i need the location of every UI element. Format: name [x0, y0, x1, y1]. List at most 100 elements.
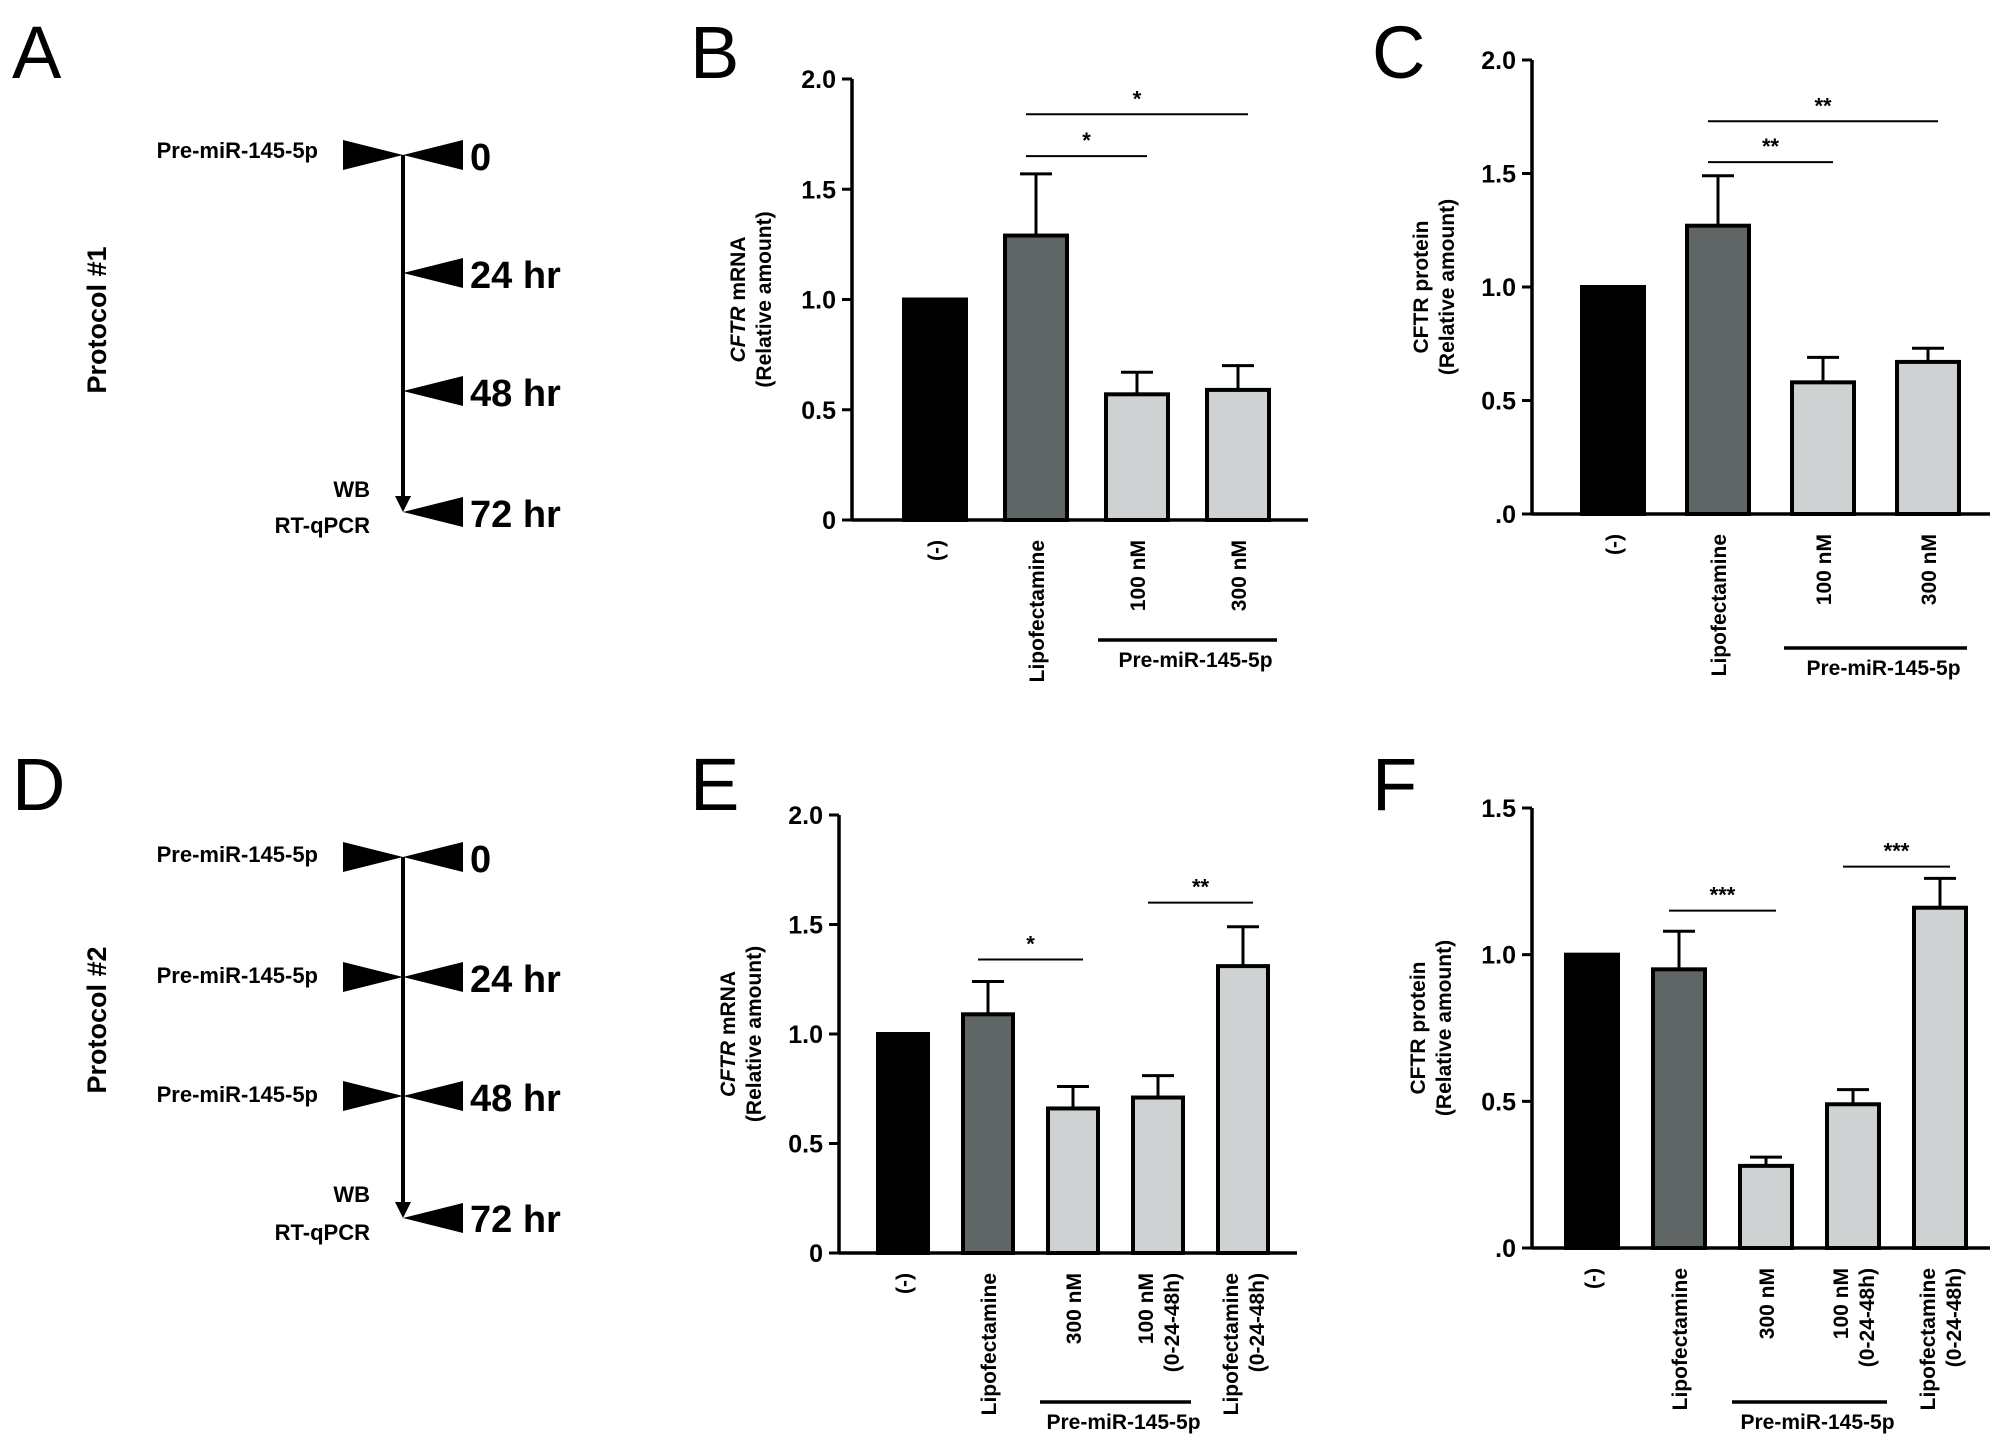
x-category-label: Lipofectamine: [1708, 534, 1731, 676]
bar: [876, 1032, 930, 1255]
x-category-label: Lipofectamine: [1917, 1268, 1940, 1410]
bar: [1895, 359, 1961, 516]
significance-label: *: [1026, 932, 1035, 957]
y-axis-label-units: (Relative amount): [753, 211, 776, 387]
time-marker-icon: [403, 376, 463, 406]
treatment-marker-icon: [343, 140, 403, 170]
x-category-label: (-): [1603, 534, 1626, 555]
timeline-time-label: 24 hr: [470, 255, 561, 297]
x-category-label: 100 nM: [1813, 534, 1836, 605]
x-category-label: 300 nM: [1228, 540, 1251, 611]
y-tick-label: 0: [822, 507, 836, 535]
y-tick-label: 1.0: [1481, 274, 1516, 302]
y-axis-label-measure: CFTR protein: [1407, 962, 1430, 1095]
bar: [1046, 1106, 1100, 1255]
bar: [1003, 233, 1069, 522]
y-tick-label: 1.5: [788, 912, 823, 940]
bar: [1205, 387, 1271, 522]
y-axis-label: CFTR protein: [1407, 962, 1430, 1095]
group-bracket-label: Pre-miR-145-5p: [1806, 657, 1960, 680]
y-tick-label: 1.0: [801, 287, 836, 315]
x-category-label: 300 nM: [1063, 1273, 1086, 1344]
y-tick-label: 0.5: [788, 1131, 823, 1159]
x-category-label: Lipofectamine: [1026, 540, 1049, 682]
group-bracket-label: Pre-miR-145-5p: [1046, 1411, 1200, 1434]
treatment-marker-icon: [343, 1081, 403, 1111]
timeline-time-label: 48 hr: [470, 373, 561, 415]
x-category-label: 300 nM: [1918, 534, 1941, 605]
chart-b: B 0 0.5 1.0 1.5 2.0 CFTR mRNA (Relative amount)…: [690, 11, 1308, 682]
bar: [1580, 285, 1646, 516]
panel-letter: C: [1372, 11, 1425, 94]
y-axis-label-units: (Relative amount): [1436, 199, 1459, 375]
timeline-event-label: Pre-miR-145-5p: [157, 963, 318, 988]
x-category-label: (0-24-48h): [1856, 1268, 1879, 1367]
significance-label: **: [1814, 93, 1832, 118]
significance-label: *: [1082, 128, 1091, 153]
significance-label: **: [1192, 875, 1210, 900]
bar: [961, 1012, 1015, 1255]
bar: [1825, 1102, 1881, 1251]
time-marker-icon: [403, 497, 463, 527]
x-category-label: (-): [925, 540, 948, 561]
endpoint-label-rtqpcr: RT-qPCR: [275, 513, 370, 538]
y-axis-label-units: (Relative amount): [743, 946, 766, 1122]
timeline-time-label: 72 hr: [470, 494, 561, 536]
endpoint-label-wb: WB: [333, 1182, 370, 1207]
y-tick-label: .0: [1495, 501, 1516, 529]
bar: [1738, 1163, 1794, 1251]
timeline-time-label: 0: [470, 137, 491, 179]
y-axis-label-measure: mRNA: [717, 971, 740, 1041]
y-tick-label: .0: [1495, 1235, 1516, 1263]
x-category-label: Lipofectamine: [1220, 1273, 1243, 1415]
y-tick-label: 0.5: [1481, 1088, 1516, 1116]
endpoint-label-wb: WB: [333, 477, 370, 502]
x-category-label: (0-24-48h): [1943, 1268, 1966, 1367]
significance-label: ***: [1884, 839, 1910, 864]
y-tick-label: 1.0: [1481, 942, 1516, 970]
bar: [1651, 967, 1707, 1250]
x-category-label: (0-24-48h): [1246, 1273, 1269, 1372]
time-marker-icon: [403, 1203, 463, 1233]
group-bracket-label: Pre-miR-145-5p: [1740, 1411, 1894, 1434]
x-category-label: 300 nM: [1756, 1268, 1779, 1339]
endpoint-label-rtqpcr: RT-qPCR: [275, 1220, 370, 1245]
timeline-event-label: Pre-miR-145-5p: [157, 842, 318, 867]
y-tick-label: 0.5: [801, 397, 836, 425]
time-marker-icon: [403, 842, 463, 872]
significance-label: **: [1762, 134, 1780, 159]
x-category-label: Lipofectamine: [1669, 1268, 1692, 1410]
time-marker-icon: [403, 962, 463, 992]
y-tick-label: 1.0: [788, 1021, 823, 1049]
panel-letter-a: A: [12, 11, 62, 94]
panel-letter-d: D: [12, 743, 65, 826]
bar: [1131, 1095, 1185, 1256]
timeline-time-label: 48 hr: [470, 1078, 561, 1120]
bar: [1912, 905, 1968, 1250]
significance-label: *: [1133, 86, 1142, 111]
x-category-label: 100 nM: [1127, 540, 1150, 611]
y-tick-label: 2.0: [801, 66, 836, 94]
time-marker-icon: [403, 1081, 463, 1111]
y-axis-label-measure: CFTR protein: [1410, 221, 1433, 354]
timeline-arrowhead: [395, 496, 411, 512]
time-marker-icon: [403, 258, 463, 288]
bar: [1790, 380, 1856, 516]
panel-letter: B: [690, 11, 739, 94]
significance-label: ***: [1710, 883, 1736, 908]
x-category-label: (-): [1582, 1268, 1605, 1289]
group-bracket-label: Pre-miR-145-5p: [1118, 649, 1272, 672]
timeline-time-label: 24 hr: [470, 959, 561, 1001]
timeline-time-label: 0: [470, 839, 491, 881]
treatment-marker-icon: [343, 842, 403, 872]
treatment-marker-icon: [343, 962, 403, 992]
y-tick-label: 2.0: [788, 802, 823, 830]
timeline-protocol-2: Protocol #2 Pre-miR-145-5p Pre-miR-145-5…: [82, 839, 561, 1245]
chart-e: E 0 0.5 1.0 1.5 2.0 CFTR mRNA (Relative amount)…: [690, 743, 1297, 1434]
timeline-protocol-1: Protocol #1 Pre-miR-145-5p 0 24 hr 48 hr…: [82, 137, 561, 538]
y-axis-label: CFTR protein: [1410, 221, 1433, 354]
bar: [1564, 952, 1620, 1251]
timeline-event-label: Pre-miR-145-5p: [157, 1082, 318, 1107]
time-marker-icon: [403, 140, 463, 170]
